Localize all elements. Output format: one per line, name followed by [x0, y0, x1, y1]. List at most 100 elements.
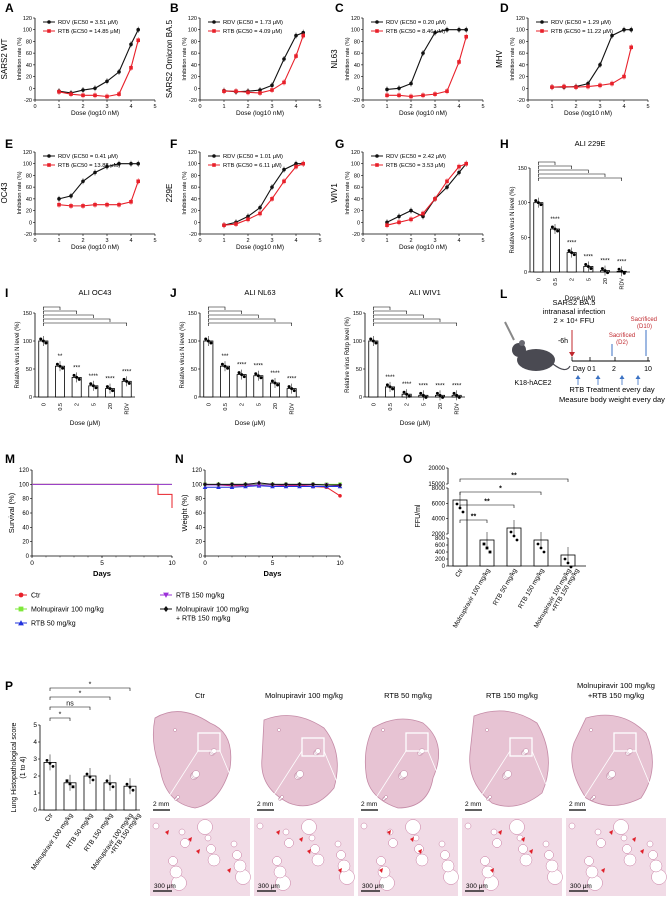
- x-tick-label: 2: [240, 403, 246, 406]
- y-tick-label: 0: [33, 807, 37, 814]
- alveolus: [230, 840, 238, 848]
- chart-title: ALI WIV1: [409, 288, 441, 297]
- data-point: [216, 481, 221, 487]
- data-point: [136, 179, 140, 184]
- significance-mark: ****: [435, 383, 445, 389]
- comparison-bracket: [208, 314, 259, 318]
- x-tick-label: 0: [41, 403, 47, 406]
- alveolus: [438, 840, 446, 848]
- alveolus: [301, 819, 317, 835]
- alveolus: [256, 822, 264, 830]
- zoom-line: [531, 750, 561, 819]
- comparison-bracket: [49, 687, 131, 691]
- alveolus: [377, 865, 391, 879]
- data-point: [282, 179, 286, 184]
- y-axis-title: Weight (%): [180, 494, 189, 531]
- data-point: [464, 34, 468, 39]
- series-line: [58, 181, 139, 207]
- x-tick-label: 4: [129, 104, 132, 110]
- y-tick-label: 80: [22, 497, 29, 503]
- legend-label: RDV (EC50 = 1.29 μM): [551, 20, 611, 26]
- data-point: [270, 185, 274, 189]
- x-tick-label: 5: [100, 560, 104, 567]
- scale-label: 2 mm: [465, 801, 481, 808]
- infection-label: intranasal infection: [543, 307, 606, 316]
- x-tick-label: 4: [622, 104, 625, 110]
- alveolus: [518, 844, 528, 854]
- y-tick-label: 0: [29, 395, 32, 401]
- y-tick-label: 120: [351, 150, 360, 156]
- alveolus: [648, 850, 658, 860]
- mouse-label: K18-hACE2: [515, 380, 552, 387]
- data-point: [301, 161, 305, 166]
- alveolus: [464, 822, 472, 830]
- x-axis-title: Dose (log10 nM): [564, 110, 612, 117]
- data-point: [234, 89, 238, 94]
- data-point: [622, 74, 626, 79]
- treatment-label: RTB Treatment every day: [569, 385, 655, 394]
- data-point: [129, 42, 133, 47]
- scale-label: 2 mm: [569, 801, 585, 808]
- data-point: [421, 93, 425, 98]
- virus-label: 229E: [165, 184, 174, 203]
- significance-mark: ****: [385, 375, 395, 381]
- alveolus: [308, 834, 316, 842]
- x-tick-label: 5: [256, 403, 262, 406]
- data-point: [47, 163, 51, 167]
- data-point: [246, 217, 250, 222]
- zoom-line: [219, 750, 249, 819]
- alveolus: [232, 850, 242, 860]
- data-point: [589, 266, 593, 270]
- data-point: [75, 375, 79, 379]
- series-line: [224, 35, 304, 94]
- lesion-arrow-icon: [196, 849, 200, 854]
- y-tick-label: 150: [23, 311, 32, 317]
- data-point: [464, 161, 468, 166]
- data-point: [421, 393, 425, 397]
- panel-letter-I: I: [5, 286, 8, 300]
- x-tick-label: 0.5: [388, 403, 394, 411]
- y-tick-label: -20: [189, 232, 197, 238]
- legend-label: RTB 150 mg/kg: [176, 593, 225, 600]
- x-tick-label: 5: [481, 104, 484, 110]
- data-point: [550, 225, 554, 229]
- alveolus: [440, 850, 450, 860]
- comparison-bracket: [208, 322, 292, 326]
- data-point: [129, 65, 133, 70]
- legend-label: RTB (EC50 = 14.85 μM): [58, 29, 120, 35]
- day-label: 1: [592, 366, 596, 373]
- x-axis-title: Days: [93, 569, 111, 578]
- data-point: [622, 27, 626, 32]
- y-tick-label: 40: [26, 63, 32, 69]
- x-tick-label: 3: [105, 238, 108, 244]
- data-point: [620, 269, 624, 273]
- data-point: [385, 223, 389, 228]
- data-point: [163, 606, 169, 612]
- data-point: [282, 167, 286, 172]
- image-title: +RTB 150 mg/kg: [588, 691, 644, 700]
- data-point: [445, 185, 449, 189]
- data-point: [111, 389, 115, 393]
- weight-label: Measure body weight every day: [559, 395, 665, 404]
- data-point: [409, 81, 413, 86]
- x-tick-label: 1: [222, 104, 225, 110]
- y-tick-label: 100: [188, 162, 197, 168]
- day-label: 2: [612, 366, 616, 373]
- sacrifice-label: (D10): [637, 324, 652, 330]
- x-tick-label: RDV: [455, 403, 461, 415]
- data-point: [258, 91, 262, 95]
- significance-mark: ***: [221, 354, 229, 360]
- data-point: [419, 391, 423, 395]
- legend-label: RTB (EC50 = 4.09 μM): [223, 29, 282, 35]
- significance-mark: **: [58, 354, 63, 360]
- y-tick-label: 0: [522, 86, 525, 92]
- alveolus: [311, 853, 325, 867]
- y-tick-label: 100: [351, 162, 360, 168]
- data-point: [572, 253, 576, 257]
- x-tick-label: 2: [409, 238, 412, 244]
- zoom-box: [197, 732, 221, 752]
- virus-label: SARS2 Omicron BA.5: [165, 19, 174, 98]
- mouse-icon: [519, 340, 525, 346]
- alveolus: [620, 834, 628, 842]
